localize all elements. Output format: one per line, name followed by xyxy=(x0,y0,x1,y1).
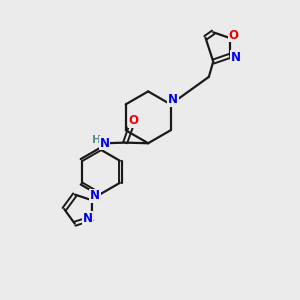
Text: O: O xyxy=(228,29,238,42)
Text: N: N xyxy=(231,51,241,64)
Text: N: N xyxy=(168,93,178,106)
Text: N: N xyxy=(100,137,110,150)
Text: N: N xyxy=(82,212,92,225)
Text: N: N xyxy=(90,189,100,202)
Text: H: H xyxy=(92,135,102,145)
Text: O: O xyxy=(128,114,138,127)
